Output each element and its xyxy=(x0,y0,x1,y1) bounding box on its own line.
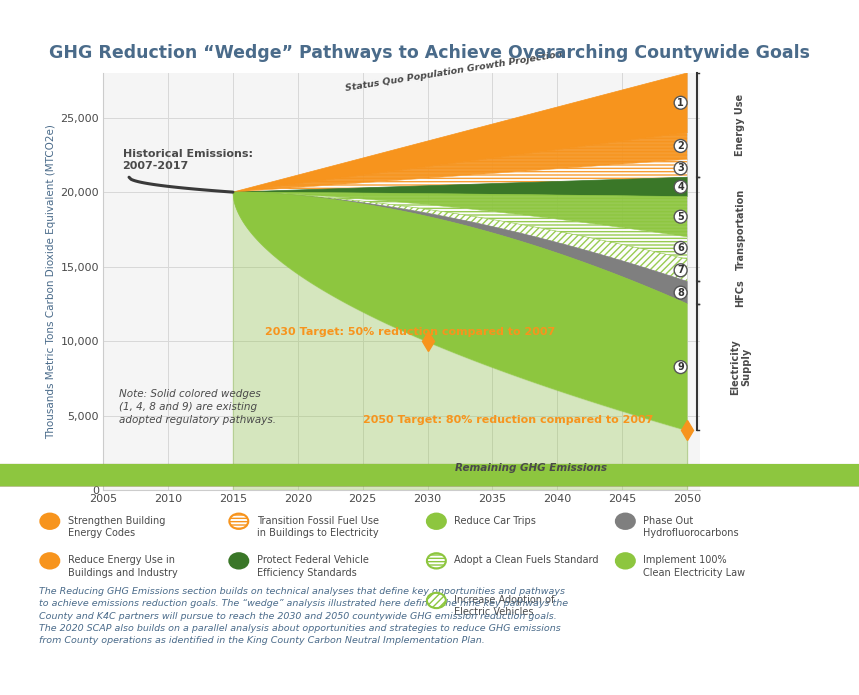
Text: Note: Solid colored wedges
(1, 4, 8 and 9) are existing
adopted regulatory pathw: Note: Solid colored wedges (1, 4, 8 and … xyxy=(119,389,276,425)
Text: 6: 6 xyxy=(677,243,684,253)
Text: 4: 4 xyxy=(677,182,684,192)
Circle shape xyxy=(0,465,859,486)
Text: 2: 2 xyxy=(677,141,684,151)
Polygon shape xyxy=(233,159,687,192)
Circle shape xyxy=(0,465,859,486)
Text: Protect Federal Vehicle
Efficiency Standards: Protect Federal Vehicle Efficiency Stand… xyxy=(257,555,369,578)
Text: 2030 Target: 50% reduction compared to 2007: 2030 Target: 50% reduction compared to 2… xyxy=(265,327,556,337)
Text: Reduce Energy Use in
Buildings and Industry: Reduce Energy Use in Buildings and Indus… xyxy=(68,555,178,578)
Text: Implement 100%
Clean Electricity Law: Implement 100% Clean Electricity Law xyxy=(643,555,746,578)
Text: 8: 8 xyxy=(677,288,684,297)
Polygon shape xyxy=(233,192,687,304)
Text: 5: 5 xyxy=(677,212,684,222)
Polygon shape xyxy=(233,192,687,237)
Polygon shape xyxy=(233,177,687,197)
Text: 1: 1 xyxy=(677,98,684,108)
Polygon shape xyxy=(233,192,687,430)
Text: Phase Out
Hydrofluorocarbons: Phase Out Hydrofluorocarbons xyxy=(643,516,739,538)
Circle shape xyxy=(0,465,859,486)
Text: 7: 7 xyxy=(677,265,684,275)
Text: HFCs: HFCs xyxy=(735,279,746,306)
Polygon shape xyxy=(233,192,687,259)
Text: The Reducing GHG Emissions section builds on technical analyses that define key : The Reducing GHG Emissions section build… xyxy=(39,587,568,645)
Polygon shape xyxy=(233,133,687,192)
Text: Adopt a Clean Fuels Standard: Adopt a Clean Fuels Standard xyxy=(454,555,599,565)
Text: GHG Reduction “Wedge” Pathways to Achieve Overarching Countywide Goals: GHG Reduction “Wedge” Pathways to Achiev… xyxy=(49,44,810,62)
Text: Electricity
Supply: Electricity Supply xyxy=(729,339,752,395)
Text: 3: 3 xyxy=(677,163,684,173)
Text: Transition Fossil Fuel Use
in Buildings to Electricity: Transition Fossil Fuel Use in Buildings … xyxy=(257,516,379,538)
Text: 2050 Target: 80% reduction compared to 2007: 2050 Target: 80% reduction compared to 2… xyxy=(362,415,653,425)
Text: Increase Adoption of
Electric Vehicles: Increase Adoption of Electric Vehicles xyxy=(454,595,555,617)
Y-axis label: Thousands Metric Tons Carbon Dioxide Equivalent (MTCO2e): Thousands Metric Tons Carbon Dioxide Equ… xyxy=(46,124,56,439)
Text: Remaining GHG Emissions: Remaining GHG Emissions xyxy=(455,463,607,473)
Polygon shape xyxy=(233,73,687,192)
Polygon shape xyxy=(233,192,687,281)
Text: Historical Emissions:
2007-2017: Historical Emissions: 2007-2017 xyxy=(123,149,253,171)
Text: Strengthen Building
Energy Codes: Strengthen Building Energy Codes xyxy=(68,516,165,538)
Text: Status Quo Population Growth Projection: Status Quo Population Growth Projection xyxy=(344,49,563,93)
Text: Energy Use: Energy Use xyxy=(735,94,746,156)
Text: 9: 9 xyxy=(677,362,684,372)
Text: Reduce Car Trips: Reduce Car Trips xyxy=(454,516,536,525)
Text: Transportation: Transportation xyxy=(735,189,746,270)
Circle shape xyxy=(0,465,859,486)
